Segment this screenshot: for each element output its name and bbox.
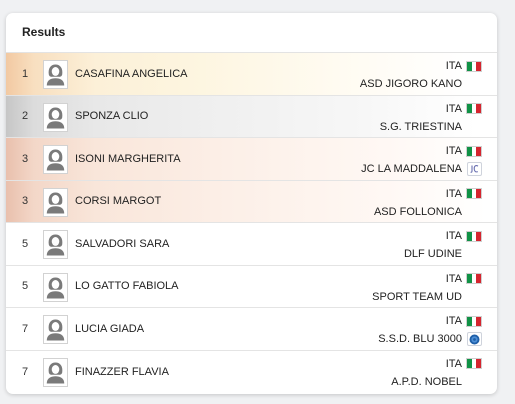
- female-avatar-placeholder-icon[interactable]: [43, 230, 68, 259]
- female-avatar-placeholder-icon[interactable]: [43, 145, 68, 174]
- female-avatar-placeholder-icon[interactable]: [43, 187, 68, 217]
- result-row[interactable]: 2 SPONZA CLIO ITA S.G. TRIESTINA: [6, 95, 497, 138]
- female-avatar-placeholder-icon[interactable]: [43, 102, 68, 132]
- female-avatar-placeholder-icon[interactable]: [43, 272, 68, 302]
- nation: ITA: [446, 230, 482, 242]
- athlete-name[interactable]: SALVADORI SARA: [75, 237, 170, 250]
- athlete-name[interactable]: LUCIA GIADA: [75, 322, 145, 335]
- club-name[interactable]: ASD FOLLONICA: [373, 205, 462, 218]
- nation-code: ITA: [445, 230, 462, 242]
- result-rank: 3: [21, 195, 29, 208]
- club-name[interactable]: A.P.D. NOBEL: [391, 375, 462, 388]
- nation-code: ITA: [445, 272, 462, 285]
- results-title: Results: [6, 13, 497, 53]
- result-row[interactable]: 5 LO GATTO FABIOLA ITA SPORT TEAM UD: [6, 266, 497, 308]
- nation: ITA: [446, 315, 482, 327]
- nation: ITA: [446, 103, 482, 115]
- nation-code: ITA: [445, 145, 462, 157]
- result-rank: 3: [21, 152, 29, 165]
- result-row[interactable]: 7 LUCIA GIADA ITA S.S.D. BLU 3000: [6, 308, 497, 351]
- result-rank: 5: [21, 280, 29, 293]
- italy-flag-icon: [466, 273, 482, 284]
- italy-flag-icon: [466, 103, 482, 114]
- blu-3000-logo-icon: [467, 332, 482, 346]
- nation-code: ITA: [445, 357, 462, 370]
- club-name[interactable]: SPORT TEAM UD: [372, 290, 462, 303]
- italy-flag-icon: [466, 358, 482, 369]
- athlete-name[interactable]: CORSI MARGOT: [75, 195, 162, 208]
- italy-flag-icon: [466, 315, 482, 327]
- club-name[interactable]: S.S.D. BLU 3000: [378, 333, 462, 345]
- result-row[interactable]: 3 CORSI MARGOT ITA ASD FOLLONICA: [6, 180, 497, 223]
- athlete-name[interactable]: SPONZA CLIO: [75, 110, 149, 123]
- club-name[interactable]: S.G. TRIESTINA: [379, 120, 462, 133]
- nation-code: ITA: [445, 315, 462, 327]
- result-row[interactable]: 7 FINAZZER FLAVIA ITA A.P.D. NOBEL: [6, 351, 497, 394]
- nation-code: ITA: [445, 60, 462, 72]
- result-rank: 5: [21, 237, 29, 250]
- result-rank: 1: [21, 67, 29, 80]
- club-name[interactable]: DLF UDINE: [403, 248, 462, 260]
- nation: ITA: [446, 145, 482, 157]
- athlete-name[interactable]: CASAFINA ANGELICA: [75, 67, 188, 80]
- nation: ITA: [446, 273, 482, 285]
- nation: ITA: [446, 358, 482, 370]
- female-avatar-placeholder-icon[interactable]: [43, 60, 68, 89]
- result-row[interactable]: 5 SALVADORI SARA ITA DLF UDINE: [6, 223, 497, 266]
- female-avatar-placeholder-icon[interactable]: [43, 357, 68, 387]
- club-name[interactable]: JC LA MADDALENA: [361, 163, 462, 175]
- athlete-name[interactable]: ISONI MARGHERITA: [75, 152, 181, 165]
- nation-code: ITA: [445, 187, 462, 200]
- nation: ITA: [446, 60, 482, 72]
- result-rank: 7: [21, 365, 29, 378]
- italy-flag-icon: [466, 145, 482, 157]
- results-card: Results 1 CASAFINA ANGELICA ITA ASD JIGO…: [6, 13, 497, 394]
- female-avatar-placeholder-icon[interactable]: [43, 315, 68, 344]
- athlete-name[interactable]: LO GATTO FABIOLA: [75, 280, 179, 293]
- result-row[interactable]: 1 CASAFINA ANGELICA ITA ASD JIGORO KANO: [6, 53, 497, 96]
- result-rank: 2: [21, 110, 29, 123]
- athlete-name[interactable]: FINAZZER FLAVIA: [75, 365, 169, 378]
- jc-la-maddalena-logo-icon: [467, 162, 482, 176]
- italy-flag-icon: [466, 230, 482, 242]
- club-name[interactable]: ASD JIGORO KANO: [359, 78, 462, 90]
- result-row[interactable]: 3 ISONI MARGHERITA ITA JC LA MADDALENA: [6, 138, 497, 181]
- nation: ITA: [446, 188, 482, 200]
- italy-flag-icon: [466, 60, 482, 72]
- italy-flag-icon: [466, 188, 482, 199]
- result-rank: 7: [21, 322, 29, 335]
- nation-code: ITA: [445, 102, 462, 115]
